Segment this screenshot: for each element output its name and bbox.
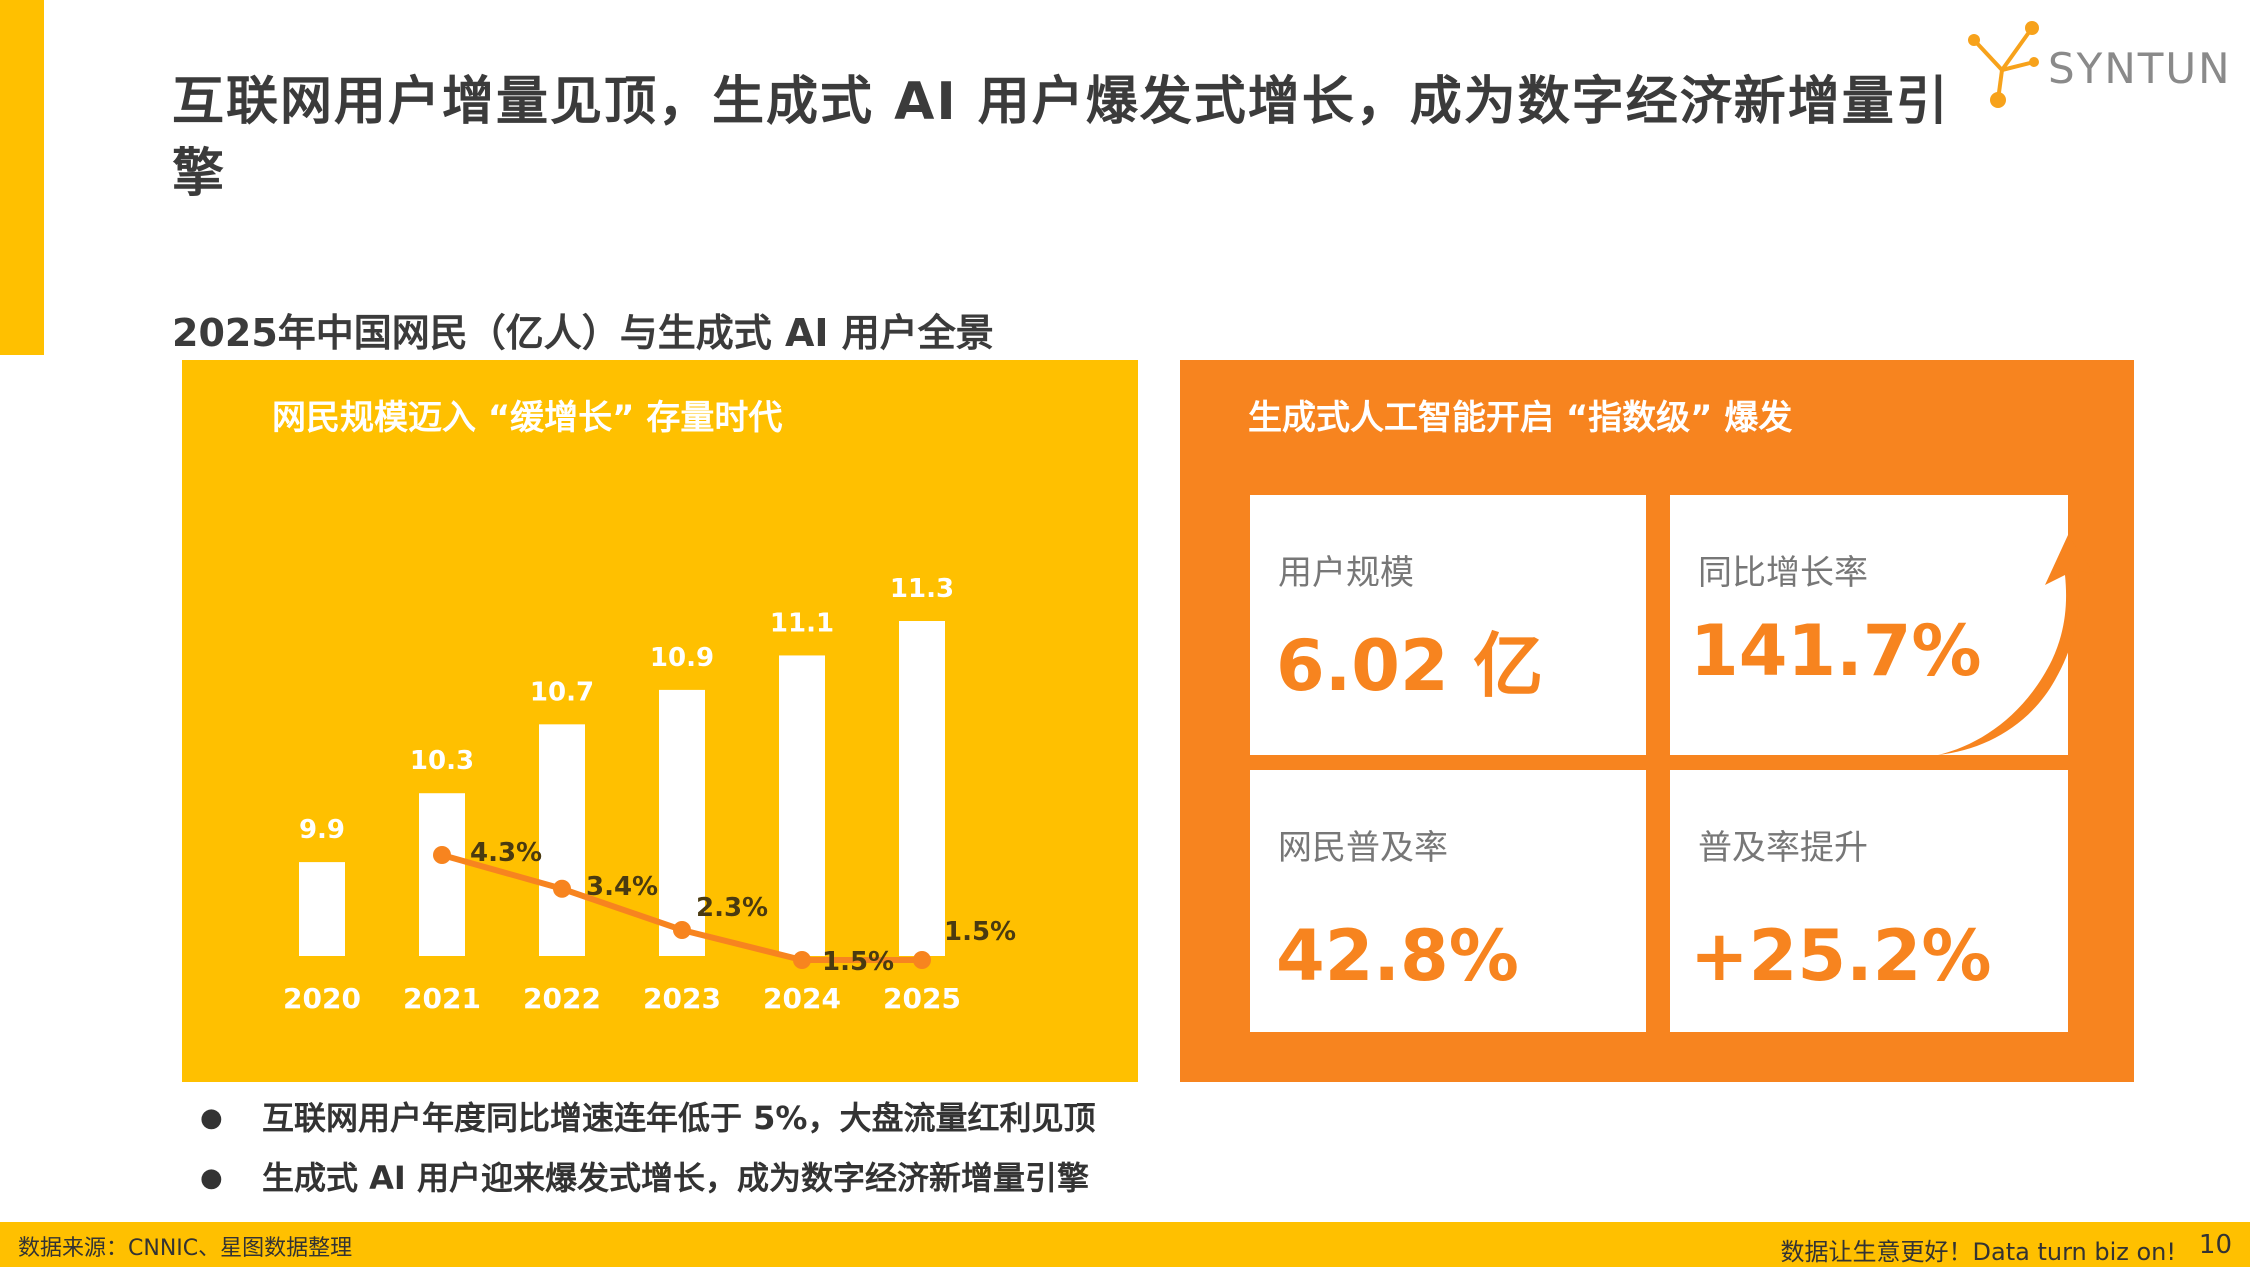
bullet-item: 生成式 AI 用户迎来爆发式增长，成为数字经济新增量引擎 — [200, 1150, 1200, 1210]
x-tick-label: 2021 — [403, 982, 481, 1015]
kpi-value-yoy-growth: 141.7% — [1690, 610, 1982, 692]
growth-rate-point — [553, 879, 571, 898]
footer-source: 数据来源：CNNIC、星图数据整理 — [18, 1236, 353, 1261]
kpi-label-yoy-growth: 同比增长率 — [1698, 553, 1868, 593]
growth-rate-point — [913, 951, 931, 969]
footer-slogan: 数据让生意更好！Data turn biz on! — [1780, 1238, 2176, 1266]
growth-rate-point — [673, 921, 691, 939]
x-tick-label: 2023 — [643, 982, 721, 1015]
bar-value-label: 9.9 — [299, 815, 345, 845]
growth-rate-point — [433, 846, 451, 864]
x-tick-label: 2022 — [523, 982, 601, 1015]
footer-bar: 数据来源：CNNIC、星图数据整理 数据让生意更好！Data turn biz … — [0, 1222, 2250, 1267]
x-tick-label: 2025 — [883, 982, 961, 1015]
kpi-card-penetration: 网民普及率 42.8% — [1250, 770, 1646, 1032]
growth-rate-point — [793, 951, 811, 969]
bar — [779, 655, 825, 956]
growth-rate-label: 4.3% — [470, 838, 542, 868]
syntun-logo-icon — [1968, 21, 2039, 108]
bar — [299, 862, 345, 956]
internet-users-panel: 网民规模迈入 “缓增长” 存量时代 9.9 2020 10.3 2021 10.7 202… — [182, 360, 1138, 1082]
bullet-item: 互联网用户年度同比增速连年低于 5%，大盘流量红利见顶 — [200, 1090, 1200, 1150]
right-panel-heading: 生成式人工智能开启 “指数级” 爆发 — [1248, 398, 1793, 438]
key-points-list: 互联网用户年度同比增速连年低于 5%，大盘流量红利见顶 生成式 AI 用户迎来爆… — [200, 1090, 1200, 1210]
kpi-value-user-scale: 6.02 亿 — [1276, 625, 1544, 707]
accent-bar — [0, 0, 44, 355]
chart-subtitle: 2025年中国网民（亿人）与生成式 AI 用户全景 — [172, 311, 994, 355]
logo-text: SYNTUN — [2048, 44, 2232, 93]
x-tick-label: 2020 — [283, 982, 361, 1015]
bar-value-label: 11.1 — [770, 608, 834, 638]
page-title: 互联网用户增量见顶，生成式 AI 用户爆发式增长，成为数字经济新增量引擎 — [172, 72, 1950, 204]
genai-users-panel: 生成式人工智能开启 “指数级” 爆发 用户规模 6.02 亿 同比增长率 141… — [1180, 360, 2134, 1082]
kpi-card-penetration-lift: 普及率提升 +25.2% — [1670, 770, 2068, 1032]
bar-value-label: 11.3 — [890, 574, 954, 604]
kpi-value-penetration: 42.8% — [1276, 915, 1519, 997]
x-tick-label: 2024 — [763, 982, 841, 1015]
left-panel-heading: 网民规模迈入 “缓增长” 存量时代 — [272, 398, 783, 438]
bar — [539, 724, 585, 956]
kpi-value-penetration-lift: +25.2% — [1690, 915, 1992, 997]
kpi-card-user-scale: 用户规模 6.02 亿 — [1250, 495, 1646, 755]
bar — [899, 621, 945, 956]
bar-value-label: 10.9 — [650, 643, 714, 673]
bar-value-label: 10.3 — [410, 746, 474, 776]
kpi-label-user-scale: 用户规模 — [1278, 553, 1414, 593]
growth-rate-label: 1.5% — [822, 947, 894, 977]
bar — [419, 793, 465, 956]
bar — [659, 689, 705, 956]
growth-rate-label: 2.3% — [696, 893, 768, 923]
bar-value-label: 10.7 — [530, 677, 594, 707]
growth-rate-label: 3.4% — [586, 872, 658, 902]
internet-users-chart: 9.9 2020 10.3 2021 10.7 2022 10.9 2023 11.1 2024 1… — [283, 574, 1016, 1015]
kpi-label-penetration: 网民普及率 — [1278, 828, 1448, 868]
page-number: 10 — [2198, 1230, 2232, 1260]
kpi-card-yoy-growth: 同比增长率 141.7% — [1670, 495, 2068, 755]
kpi-label-penetration-lift: 普及率提升 — [1698, 828, 1868, 868]
growth-rate-label: 1.5% — [944, 917, 1016, 947]
